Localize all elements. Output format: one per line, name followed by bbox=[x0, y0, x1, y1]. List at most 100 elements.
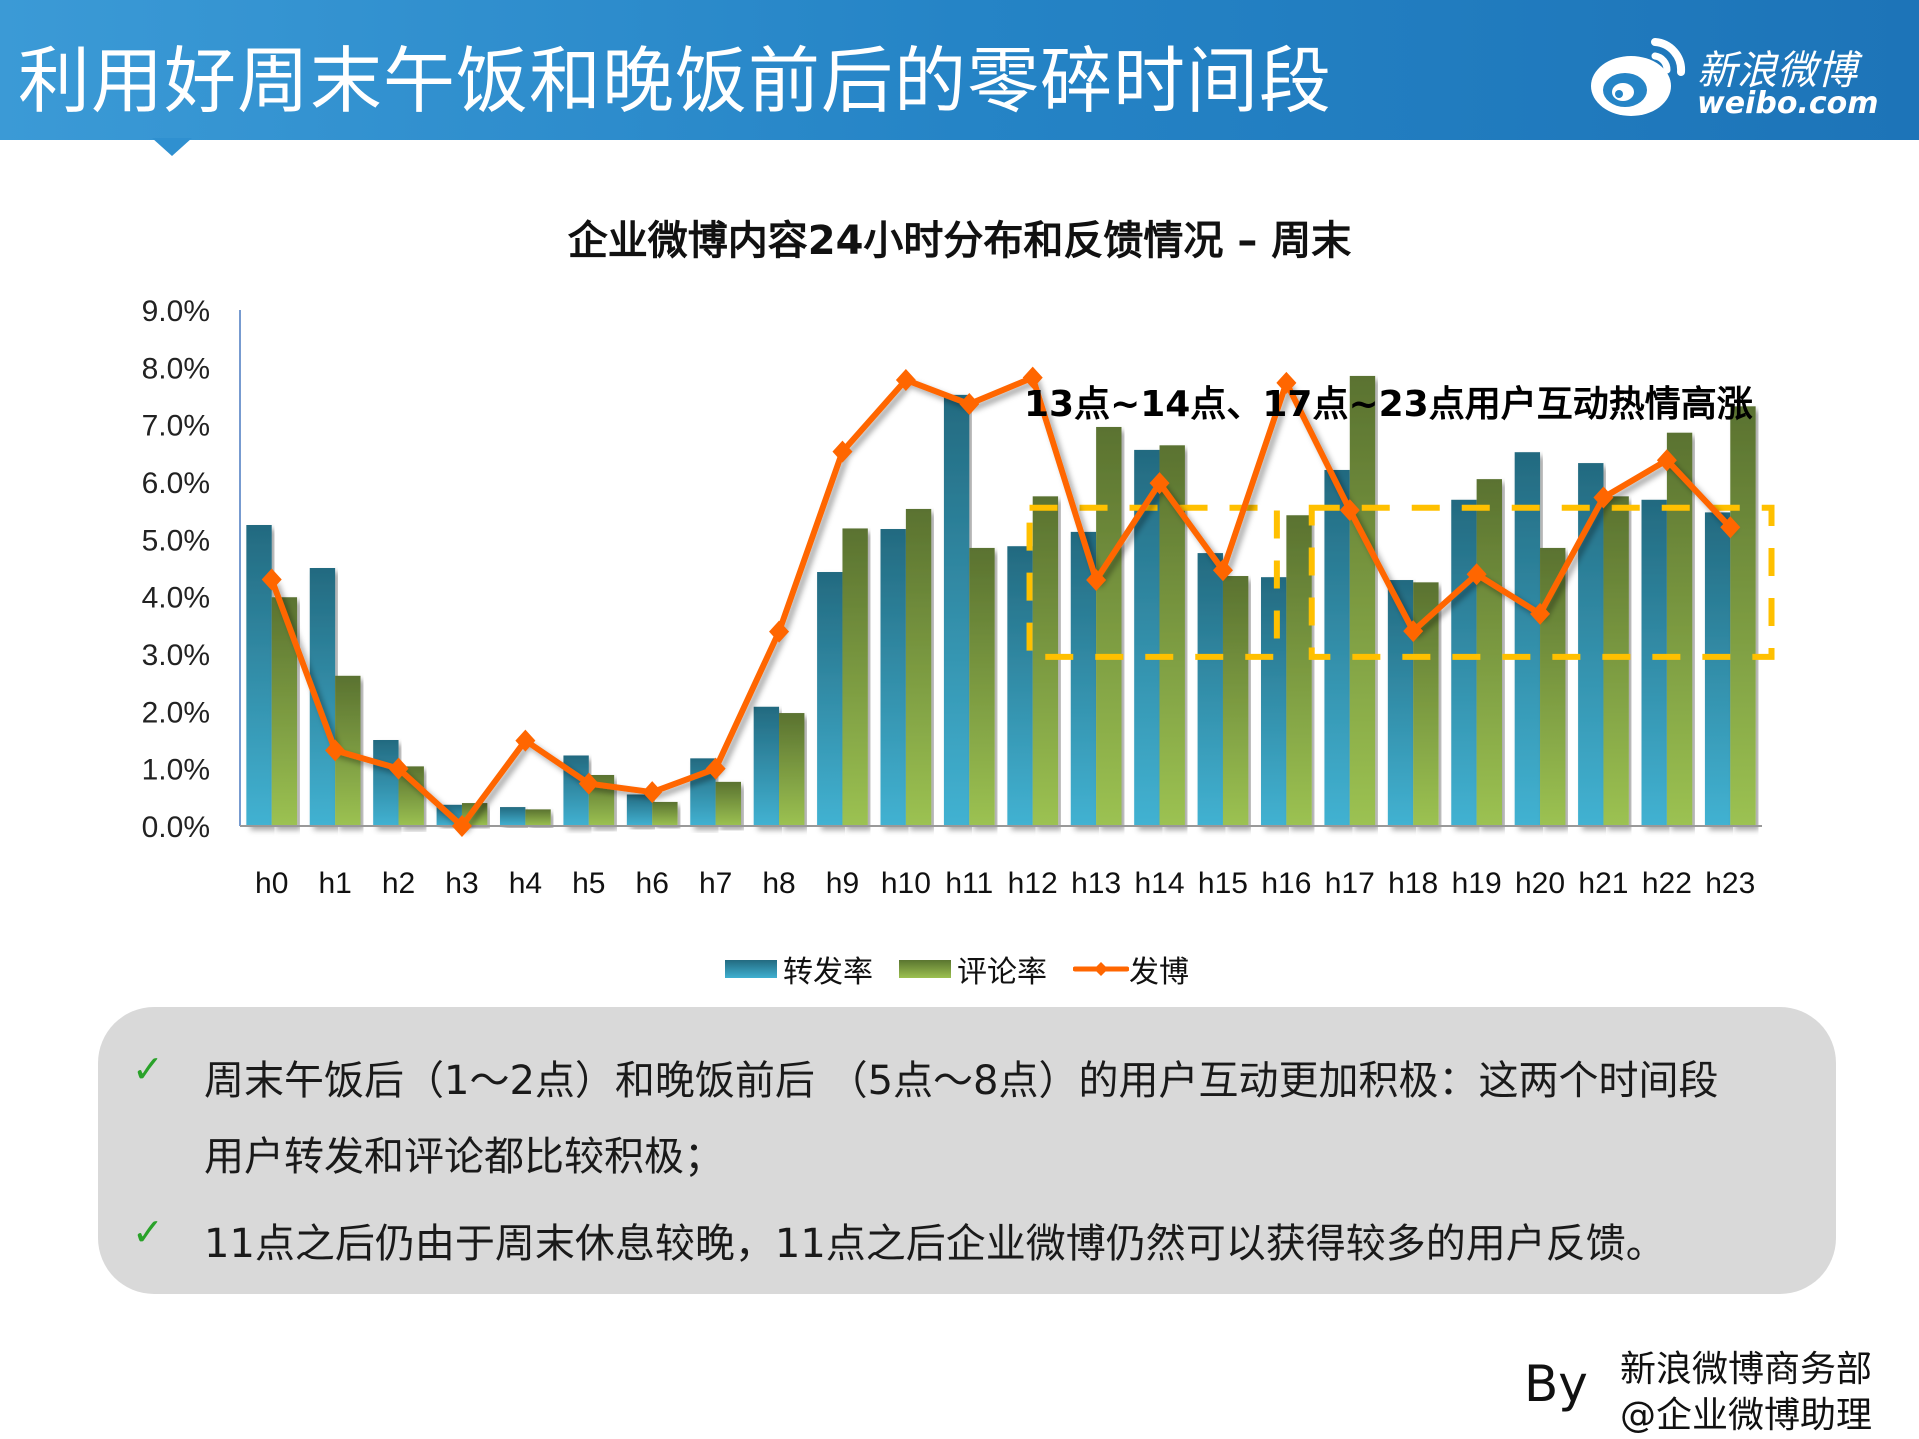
bar-comment bbox=[1476, 479, 1502, 826]
legend-line-diamond-icon bbox=[1073, 962, 1129, 976]
legend-label: 评论率 bbox=[957, 955, 1047, 990]
chart-legend: 转发率 评论率 发博 bbox=[725, 947, 1215, 991]
line-point-post bbox=[1212, 559, 1233, 582]
line-point-post bbox=[895, 368, 916, 391]
x-tick-label: h6 bbox=[636, 867, 669, 900]
line-point-post bbox=[1022, 366, 1043, 389]
footer-by: By bbox=[1524, 1355, 1588, 1413]
bar-repost bbox=[1704, 512, 1731, 826]
line-point-post bbox=[769, 620, 790, 643]
line-point-post bbox=[1656, 449, 1677, 472]
legend-item-comment: 评论率 bbox=[899, 947, 1047, 991]
bar-repost bbox=[246, 525, 272, 826]
header-notch bbox=[152, 138, 192, 156]
y-tick-label: 1.0% bbox=[142, 754, 210, 787]
bar-repost bbox=[1197, 553, 1223, 826]
bar-comment bbox=[1666, 432, 1693, 826]
weibo-logo: 新浪微博 weibo.com bbox=[1585, 28, 1905, 123]
line-post bbox=[268, 374, 1733, 829]
line-point-post bbox=[1339, 499, 1360, 522]
line-point-post bbox=[451, 815, 472, 837]
y-tick-label: 6.0% bbox=[142, 467, 210, 500]
line-point-post bbox=[388, 757, 409, 780]
header-bar: 利用好周末午饭和晚饭前后的零碎时间段 新浪微博 weibo.com bbox=[0, 0, 1919, 140]
bar-comment bbox=[1286, 515, 1312, 826]
weibo-eye-icon bbox=[1591, 38, 1686, 116]
line-point-post bbox=[578, 772, 599, 795]
line-point-post bbox=[1276, 371, 1297, 394]
x-tick-label: h4 bbox=[509, 867, 542, 900]
bar-repost bbox=[500, 807, 526, 826]
note-1-line-2: 用户转发和评论都比较积极； bbox=[204, 1134, 724, 1180]
y-tick-label: 5.0% bbox=[142, 524, 210, 557]
legend-item-post: 发博 bbox=[1073, 947, 1189, 991]
bar-repost bbox=[943, 394, 970, 826]
bar-comment bbox=[715, 781, 741, 826]
bar-comment bbox=[1096, 426, 1122, 826]
legend-swatch-comment bbox=[899, 960, 951, 978]
check-icon: ✓ bbox=[132, 1210, 164, 1254]
x-tick-label: h21 bbox=[1578, 867, 1628, 900]
chart: 0.0% 1.0% 2.0% 3.0% 4.0% 5.0% 6.0% 7.0% 8.0% 9.0%… bbox=[142, 295, 1775, 900]
bar-comment bbox=[525, 809, 551, 826]
bar-repost bbox=[753, 706, 780, 826]
x-tick-label: h9 bbox=[826, 867, 859, 900]
note-1-line-1: 周末午饭后（1～2点）和晚饭前后 （5点～8点）的用户互动更加积极：这两个时间段 bbox=[204, 1058, 1719, 1104]
bar-comment bbox=[842, 528, 868, 826]
line-point-post bbox=[959, 393, 980, 416]
line-point-post bbox=[705, 757, 726, 780]
logo-en: weibo.com bbox=[1697, 86, 1879, 121]
bar-comment bbox=[1730, 406, 1756, 826]
bar-repost bbox=[880, 529, 906, 826]
x-tick-label: h10 bbox=[881, 867, 931, 900]
y-tick-label: 3.0% bbox=[142, 639, 210, 672]
bar-comment bbox=[652, 801, 678, 826]
line-point-post bbox=[832, 440, 853, 463]
bar-comment bbox=[1222, 576, 1249, 826]
legend-label: 发博 bbox=[1129, 955, 1189, 990]
y-tick-label: 9.0% bbox=[142, 295, 210, 328]
bar-comment bbox=[1603, 496, 1629, 826]
legend-swatch-repost bbox=[725, 960, 777, 978]
line-point-post bbox=[1720, 516, 1741, 539]
footer-dept: 新浪微博商务部 bbox=[1619, 1349, 1872, 1390]
line-point-post bbox=[1403, 620, 1424, 643]
bar-repost bbox=[1324, 469, 1350, 826]
legend-item-repost: 转发率 bbox=[725, 947, 873, 991]
bar-repost bbox=[1514, 452, 1541, 826]
x-tick-label: h11 bbox=[945, 867, 993, 900]
bar-repost bbox=[1261, 577, 1287, 826]
check-icon: ✓ bbox=[132, 1047, 164, 1091]
bar-comment bbox=[1349, 375, 1376, 826]
x-tick-label: h5 bbox=[572, 867, 605, 900]
note-2-line-1: 11点之后仍由于周末休息较晚，11点之后企业微博仍然可以获得较多的用户反馈。 bbox=[204, 1221, 1666, 1267]
x-tick-label: h20 bbox=[1515, 867, 1565, 900]
chart-annotation: 13点~14点、17点~23点用户互动热情高涨 bbox=[1024, 384, 1753, 425]
line-point-post bbox=[1593, 486, 1614, 509]
x-tick-label: h13 bbox=[1071, 867, 1121, 900]
x-tick-label: h16 bbox=[1261, 867, 1311, 900]
x-tick-label: h8 bbox=[762, 867, 795, 900]
legend-label: 转发率 bbox=[783, 955, 873, 990]
chart-title: 企业微博内容24小时分布和反馈情况 – 周末 bbox=[567, 218, 1352, 264]
bar-comment bbox=[969, 547, 995, 826]
line-point-post bbox=[1149, 472, 1170, 495]
x-tick-label: h1 bbox=[318, 867, 351, 900]
notes-panel bbox=[98, 1007, 1836, 1294]
highlight-box-13-14 bbox=[1026, 504, 1280, 660]
bar-repost bbox=[1387, 580, 1414, 826]
line-point-post bbox=[515, 729, 536, 752]
bar-repost bbox=[626, 794, 653, 826]
y-tick-label: 8.0% bbox=[142, 352, 210, 385]
line-point-post bbox=[642, 781, 663, 804]
y-tick-label: 4.0% bbox=[142, 582, 210, 615]
footer-account: @企业微博助理 bbox=[1619, 1395, 1872, 1436]
bar-comment bbox=[905, 508, 932, 826]
x-tick-label: h17 bbox=[1325, 867, 1375, 900]
bar-repost bbox=[373, 740, 399, 826]
bar-comment bbox=[1032, 496, 1059, 826]
x-tick-label: h15 bbox=[1198, 867, 1248, 900]
page-title: 利用好周末午饭和晚饭前后的零碎时间段 bbox=[18, 39, 1333, 123]
x-tick-label: h3 bbox=[445, 867, 478, 900]
line-point-post bbox=[1466, 563, 1487, 586]
